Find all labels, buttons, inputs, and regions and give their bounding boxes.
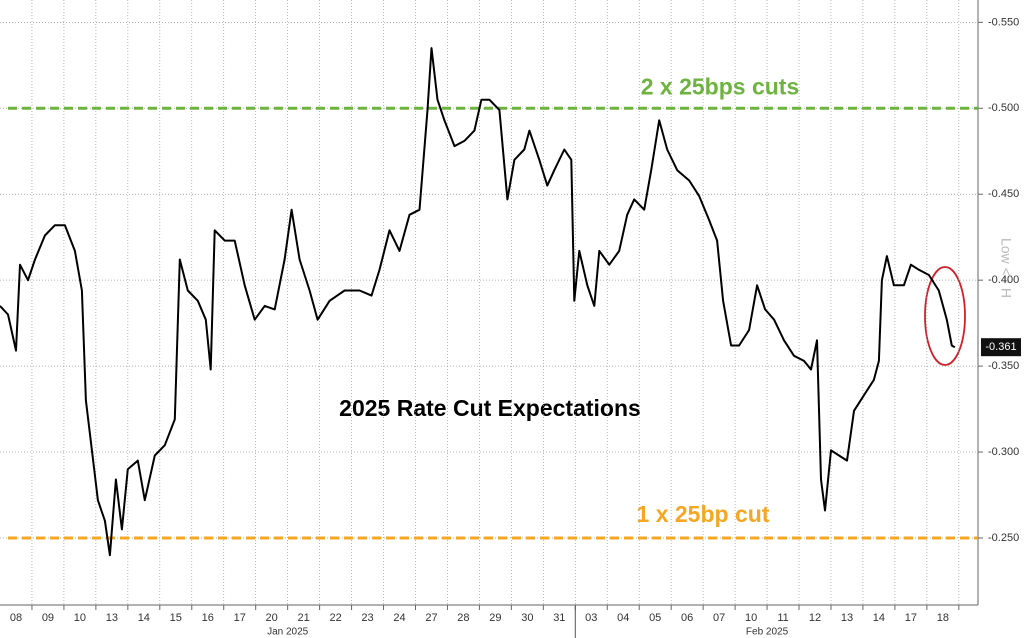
x-tick-label: 10 (745, 612, 757, 624)
y-tick-label: -0.550 (988, 16, 1019, 28)
x-tick-label: 27 (425, 612, 437, 624)
reference-label: 2 x 25bps cuts (641, 73, 800, 99)
y-tick-label: -0.350 (988, 360, 1019, 372)
x-tick-label: 29 (489, 612, 501, 624)
x-tick-label: 04 (617, 612, 629, 624)
x-tick-label: 21 (298, 612, 310, 624)
x-tick-label: 14 (138, 612, 150, 624)
x-tick-label: 09 (42, 612, 54, 624)
x-tick-label: 12 (809, 612, 821, 624)
line-series (0, 47, 956, 557)
x-tick-label: 24 (393, 612, 405, 624)
chart-title: 2025 Rate Cut Expectations (339, 395, 641, 421)
x-tick-label: 30 (521, 612, 533, 624)
x-tick-label: 07 (713, 612, 725, 624)
y-tick-label: -0.500 (988, 102, 1019, 114)
x-tick-label: 28 (457, 612, 469, 624)
x-tick-label: 06 (681, 612, 693, 624)
month-label: Feb 2025 (746, 627, 789, 638)
x-tick-label: 16 (202, 612, 214, 624)
month-label: Jan 2025 (267, 627, 309, 638)
x-tick-label: 13 (841, 612, 853, 624)
reference-label: 1 x 25bp cut (637, 501, 770, 527)
y-tick-label: -0.250 (988, 532, 1019, 544)
x-tick-label: 17 (234, 612, 246, 624)
x-tick-label: 15 (170, 612, 182, 624)
x-tick-label: 10 (74, 612, 86, 624)
x-tick-label: 17 (905, 612, 917, 624)
x-tick-label: 22 (329, 612, 341, 624)
y-tick-label: -0.450 (988, 188, 1019, 200)
x-tick-label: 14 (873, 612, 885, 624)
x-tick-label: 18 (937, 612, 949, 624)
x-tick-label: 05 (649, 612, 661, 624)
x-tick-label: 20 (266, 612, 278, 624)
last-value-box (981, 338, 1021, 357)
x-tick-label: 11 (777, 612, 788, 624)
last-value-label: -0.361 (985, 341, 1016, 353)
y-tick-label: -0.300 (988, 446, 1019, 458)
x-tick-label: 03 (585, 612, 597, 624)
axis-label: Low <= H (998, 238, 1014, 298)
y-tick-label: -0.400 (988, 274, 1019, 286)
highlight-ellipse (924, 266, 966, 366)
x-tick-label: 31 (553, 612, 565, 624)
x-tick-label: 08 (10, 612, 22, 624)
x-tick-label: 13 (106, 612, 118, 624)
x-tick-label: 23 (361, 612, 373, 624)
